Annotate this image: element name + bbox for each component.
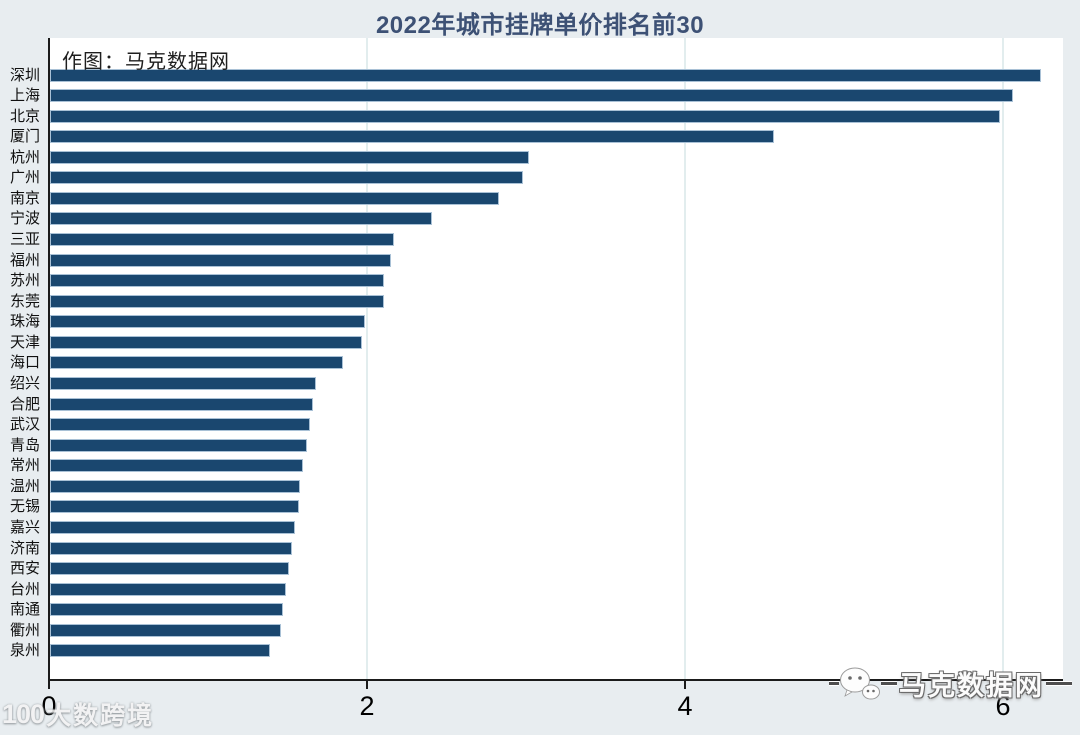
y-axis-label-天津: 天津	[9, 333, 40, 351]
bar-南通	[50, 603, 283, 617]
y-axis-label-无锡: 无锡	[9, 498, 40, 516]
watermark-dash-left	[881, 682, 897, 685]
bar-宁波	[50, 212, 432, 226]
y-axis-label-珠海: 珠海	[9, 313, 40, 331]
bar-泉州	[50, 644, 270, 658]
bar-厦门	[50, 130, 774, 144]
y-axis-label-温州: 温州	[9, 477, 40, 495]
bar-衢州	[50, 623, 281, 637]
source-note: 作图：马克数据网	[62, 51, 230, 73]
bar-南京	[50, 191, 499, 205]
gridline-x-6	[1002, 38, 1004, 680]
y-axis-label-合肥: 合肥	[9, 395, 40, 413]
watermark-dash-left-outer	[829, 682, 839, 685]
y-axis-label-海口: 海口	[9, 354, 40, 372]
bar-三亚	[50, 233, 394, 247]
y-axis-label-宁波: 宁波	[9, 210, 40, 228]
bottom-right-watermark-label: 马克数据网	[899, 671, 1044, 701]
wechat-icon	[839, 666, 881, 702]
y-axis-label-苏州: 苏州	[9, 272, 40, 290]
gridline-x-2	[366, 38, 368, 680]
bar-天津	[50, 335, 362, 349]
gridline-x-4	[684, 38, 686, 680]
bottom-left-watermark-label: 大数跨境	[46, 702, 155, 730]
y-axis-label-上海: 上海	[9, 87, 40, 105]
x-axis-tick-label-0: 0	[41, 691, 57, 721]
x-axis-tick-label-6: 6	[995, 691, 1011, 721]
bar-广州	[50, 171, 523, 185]
bar-深圳	[50, 68, 1041, 82]
bar-上海	[50, 89, 1013, 103]
bar-北京	[50, 109, 1000, 123]
y-axis-label-深圳: 深圳	[9, 66, 40, 84]
y-axis-label-南通: 南通	[9, 601, 40, 619]
y-axis-label-嘉兴: 嘉兴	[9, 519, 40, 537]
bar-温州	[50, 479, 300, 493]
y-axis-label-南京: 南京	[9, 189, 40, 207]
y-axis-label-泉州: 泉州	[9, 642, 40, 660]
y-axis-label-武汉: 武汉	[9, 416, 40, 434]
x-axis-tick-label-4: 4	[677, 691, 693, 721]
bar-武汉	[50, 418, 310, 432]
x-axis-tick-0	[48, 681, 50, 689]
bar-西安	[50, 562, 289, 576]
y-axis-label-衢州: 衢州	[9, 621, 40, 639]
y-axis-label-绍兴: 绍兴	[9, 375, 40, 393]
y-axis-label-三亚: 三亚	[9, 231, 40, 249]
bar-珠海	[50, 315, 365, 329]
bar-合肥	[50, 397, 313, 411]
x-axis-tick-4	[684, 681, 686, 689]
y-axis-label-济南: 济南	[9, 539, 40, 557]
y-axis-label-杭州: 杭州	[9, 148, 40, 166]
x-axis-tick-label-2: 2	[359, 691, 375, 721]
y-axis-label-青岛: 青岛	[9, 436, 40, 454]
bar-福州	[50, 253, 391, 267]
bar-济南	[50, 541, 292, 555]
bar-绍兴	[50, 377, 316, 391]
y-axis-label-东莞: 东莞	[9, 292, 40, 310]
logo-100-icon: 100	[2, 698, 45, 729]
chart-title: 2022年城市挂牌单价排名前30	[375, 12, 705, 39]
watermark-dash-right	[1046, 682, 1072, 685]
y-axis-label-厦门: 厦门	[9, 128, 40, 146]
bar-嘉兴	[50, 521, 295, 535]
bar-苏州	[50, 274, 384, 288]
y-axis-label-北京: 北京	[9, 107, 40, 125]
x-axis-line	[48, 679, 1063, 681]
y-axis-label-西安: 西安	[9, 560, 40, 578]
x-axis-tick-6	[1002, 681, 1004, 689]
x-axis-tick-2	[366, 681, 368, 689]
y-axis-label-台州: 台州	[9, 580, 40, 598]
bar-东莞	[50, 294, 384, 308]
y-axis-label-福州: 福州	[9, 251, 40, 269]
bottom-right-watermark: 马克数据网	[829, 664, 1072, 703]
bar-海口	[50, 356, 343, 370]
bar-台州	[50, 582, 286, 596]
bar-杭州	[50, 150, 529, 164]
bar-常州	[50, 459, 303, 473]
bar-无锡	[50, 500, 299, 514]
y-axis-line	[48, 38, 50, 688]
bottom-left-watermark: 100 大数跨境	[2, 696, 154, 732]
y-axis-label-常州: 常州	[9, 457, 40, 475]
bar-青岛	[50, 438, 307, 452]
y-axis-label-广州: 广州	[9, 169, 40, 187]
